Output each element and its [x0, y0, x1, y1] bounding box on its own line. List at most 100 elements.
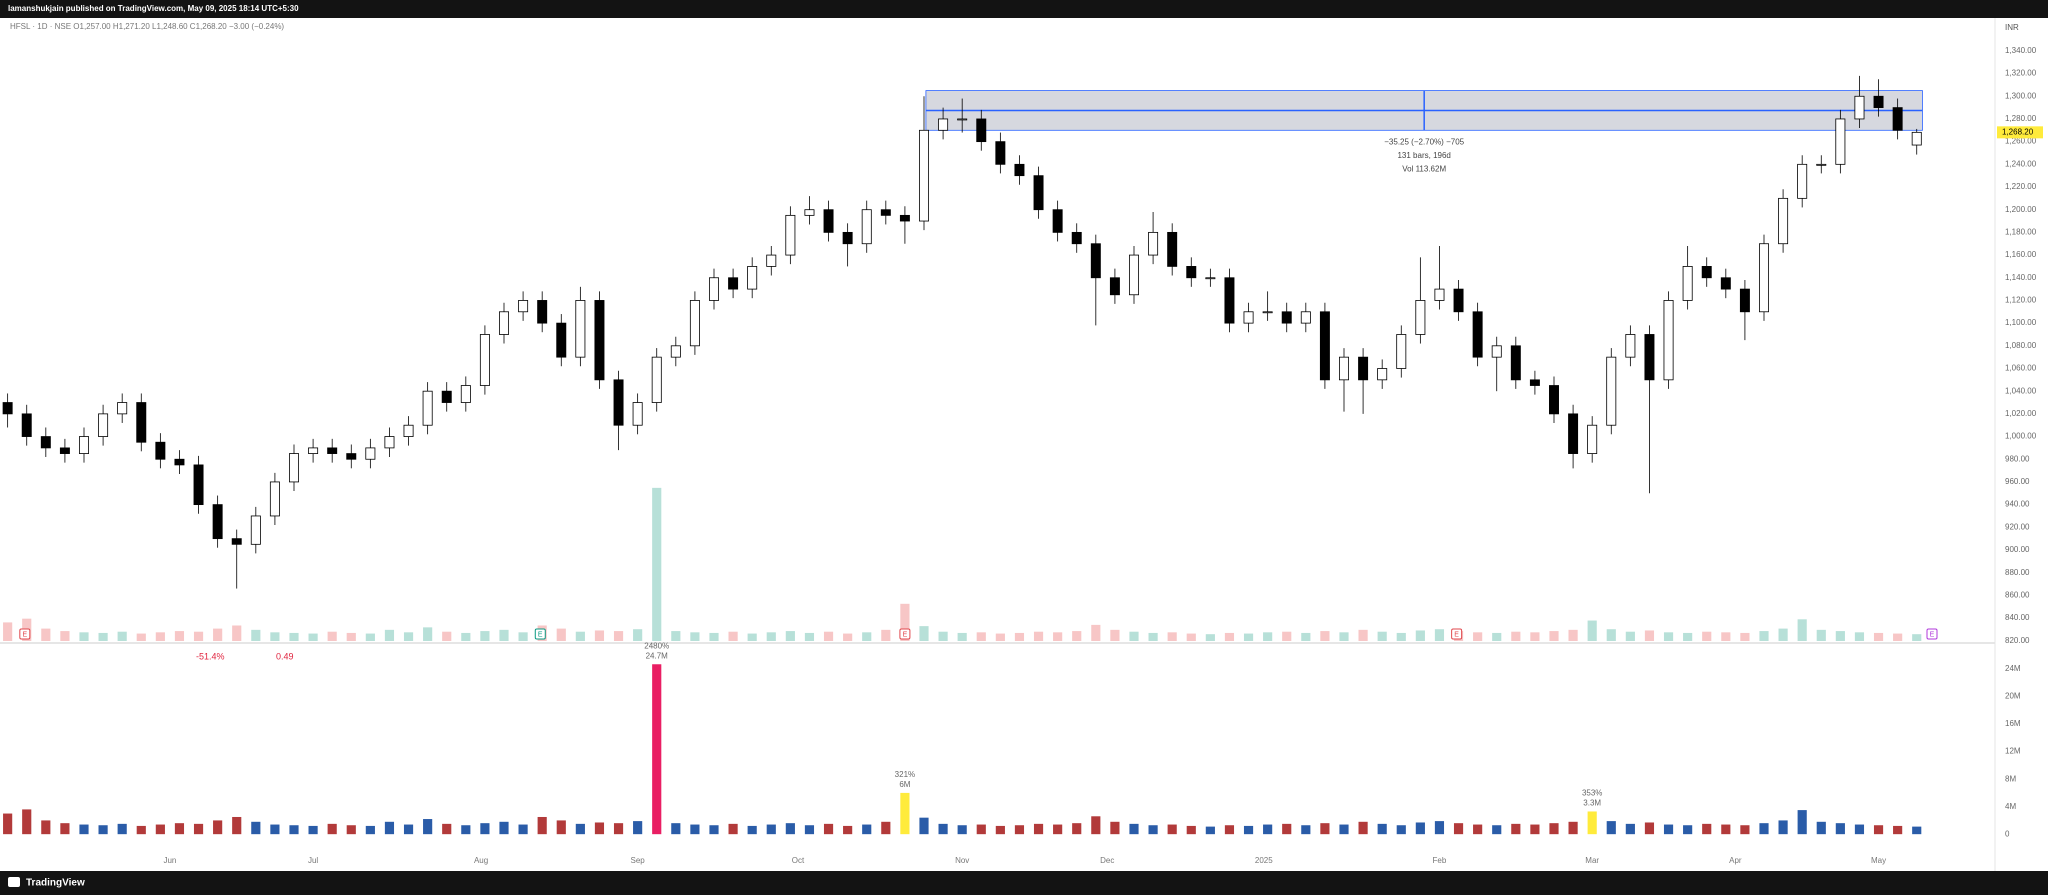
price-pane-volume: [1053, 632, 1063, 641]
price-pane-volume: [1148, 632, 1158, 641]
candle-body: [98, 413, 109, 437]
candle-body: [250, 515, 261, 545]
price-pane-volume: [193, 631, 204, 641]
candle-body: [632, 402, 643, 426]
price-pane-volume: [1434, 629, 1445, 641]
volume-bar: [1606, 821, 1616, 835]
volume-bar: [766, 824, 776, 835]
volume-bar: [60, 823, 70, 835]
currency: INR: [2005, 23, 2019, 32]
candle-body: [1109, 277, 1120, 296]
candle-body: [1377, 368, 1388, 381]
price-pane-volume: [1854, 632, 1865, 641]
price-pane-volume: [633, 629, 643, 641]
volume-bar: [1530, 824, 1540, 835]
candle-body: [556, 322, 567, 358]
volume-bar: [1320, 823, 1330, 835]
price-pane-volume: [155, 632, 165, 641]
volume-annotation: 6M: [899, 780, 910, 789]
price-pane-volume: [575, 631, 585, 641]
volume-bar: [633, 821, 643, 835]
candle-body: [1854, 95, 1865, 120]
candle-body: [479, 334, 490, 386]
price-pane-volume: [766, 632, 776, 641]
volume-bar: [995, 825, 1005, 835]
candle-body: [728, 277, 739, 290]
price-pane-volume: [1587, 620, 1597, 641]
price-pane-volume: [1358, 629, 1368, 641]
price-pane-volume: [232, 625, 242, 641]
x-tick-label: May: [1871, 856, 1886, 865]
candle-body: [1644, 334, 1655, 381]
candle-body: [670, 345, 681, 358]
y-tick-label: 20M: [2005, 692, 2021, 701]
y-tick-label: 0: [2005, 829, 2010, 838]
price-pane-volume: [1568, 629, 1578, 641]
volume-bar: [652, 664, 662, 835]
price-pane-volume: [1606, 629, 1616, 641]
price-pane-volume: [594, 630, 605, 641]
y-tick-label: 820.00: [2005, 636, 2030, 645]
price-pane-volume: [480, 631, 490, 641]
y-tick-label: 8M: [2005, 774, 2016, 783]
candle-body: [460, 385, 471, 403]
candle-body: [1491, 345, 1502, 358]
candle-body: [1148, 231, 1159, 256]
volume-bar: [1683, 825, 1693, 835]
price-pane-volume: [1205, 634, 1215, 641]
x-tick-label: 2025: [1255, 856, 1273, 865]
event-label: E: [1930, 631, 1935, 638]
price-pane-volume: [365, 633, 375, 641]
price-pane-volume: [652, 487, 662, 641]
volume-annotation: 24.7M: [646, 651, 669, 660]
price-pane-volume: [117, 631, 127, 641]
volume-bar: [213, 820, 223, 835]
volume-bar: [251, 821, 261, 835]
measure-label: 131 bars, 196d: [1397, 151, 1450, 160]
price-pane-volume: [1167, 632, 1177, 641]
price-pane-volume: [690, 632, 700, 641]
y-tick-label: 1,320.00: [2005, 69, 2037, 78]
volume-bar: [1893, 825, 1903, 835]
candle-body: [327, 447, 338, 454]
candle-body: [518, 300, 529, 313]
volume-bar: [938, 823, 948, 835]
price-pane-volume: [60, 631, 70, 641]
candle-body: [537, 300, 548, 324]
y-tick-label: 1,300.00: [2005, 91, 2037, 100]
price-pane-volume: [1492, 632, 1502, 641]
volume-bar: [1186, 825, 1196, 835]
price-pane-volume: [556, 628, 566, 641]
candle-body: [1835, 118, 1846, 165]
volume-stat: -51.4%: [196, 651, 225, 661]
volume-bar: [1263, 824, 1273, 835]
volume-bar: [3, 813, 13, 835]
volume-bar: [442, 823, 452, 835]
candle-body: [957, 118, 968, 121]
volume-bar: [957, 825, 967, 835]
y-tick-label: 1,240.00: [2005, 159, 2037, 168]
price-pane-volume: [785, 631, 795, 641]
candle-body: [1415, 300, 1426, 335]
price-pane-volume: [251, 629, 261, 641]
publisher: lamanshukjain published on TradingView.c…: [8, 4, 299, 13]
volume-bar: [919, 817, 929, 835]
volume-bar: [423, 819, 433, 835]
candle-body: [709, 277, 719, 301]
candle-body: [1529, 379, 1540, 386]
y-tick-label: 1,040.00: [2005, 386, 2037, 395]
price-pane-volume: [1873, 632, 1884, 641]
candle-body: [1892, 107, 1903, 131]
volume-bar: [1644, 822, 1655, 835]
y-tick-label: 1,120.00: [2005, 296, 2037, 305]
price-pane-volume: [442, 631, 452, 641]
event-marker: [19, 628, 31, 640]
price-pane-volume: [308, 633, 318, 641]
price-pane-volume: [1644, 630, 1655, 641]
price-pane-volume: [98, 632, 108, 641]
y-tick-label: 1,140.00: [2005, 273, 2037, 282]
price-pane-volume: [1320, 631, 1330, 641]
candle-body: [1014, 163, 1025, 177]
price-pane-volume: [1683, 632, 1693, 641]
candle-body: [766, 254, 777, 267]
